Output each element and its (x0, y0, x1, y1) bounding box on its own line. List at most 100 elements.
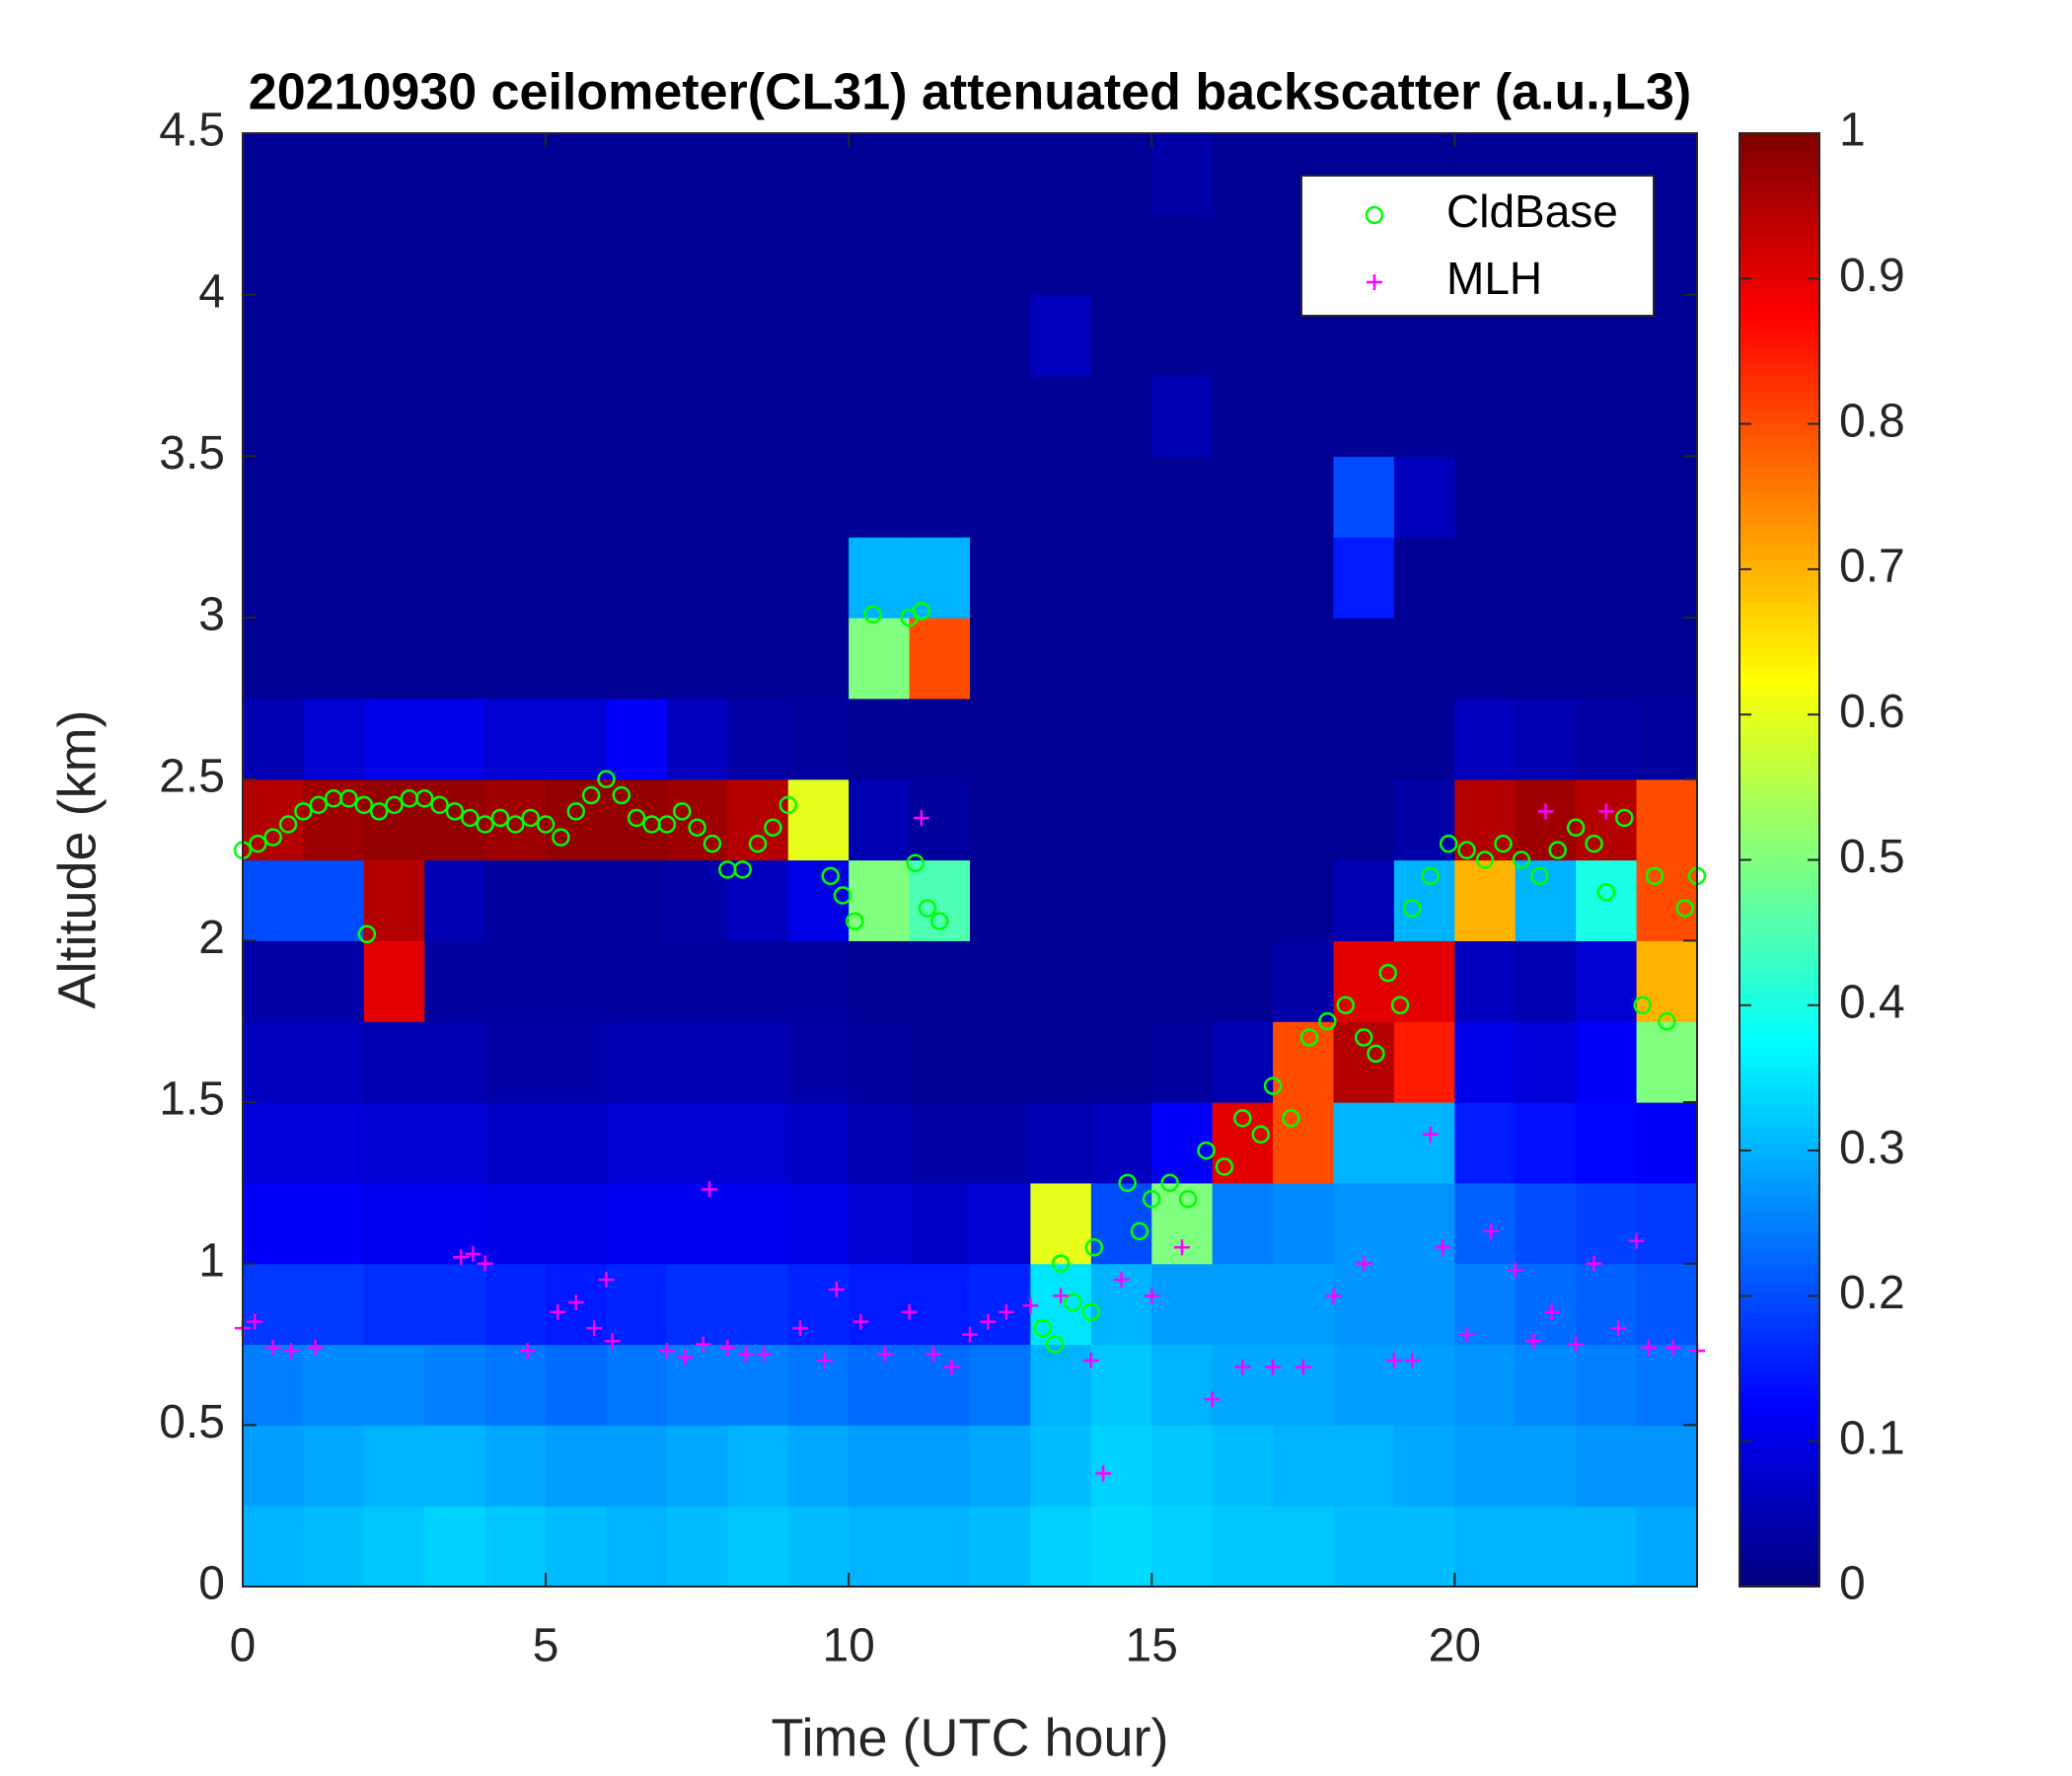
heat-cell (424, 1425, 486, 1507)
heat-cell (363, 456, 425, 538)
colorbar-segment (1739, 280, 1819, 287)
colorbar-tick-label: 0.8 (1839, 395, 1905, 447)
heat-cell (849, 940, 911, 1022)
heat-cell (787, 859, 850, 941)
colorbar-segment (1739, 479, 1819, 486)
colorbar-segment (1739, 1461, 1819, 1468)
heat-cell (666, 1425, 728, 1507)
heat-cell (727, 778, 789, 861)
mlh-marker (1458, 1326, 1475, 1343)
cloud-base-marker (369, 802, 389, 821)
colorbar-segment (1739, 593, 1819, 600)
heat-cell (484, 133, 547, 215)
heat-cell (787, 1182, 850, 1265)
heat-cell (424, 859, 486, 941)
cloud-base-marker (863, 605, 882, 624)
colorbar-segment (1739, 911, 1819, 918)
heat-cell (849, 1102, 911, 1184)
colorbar-segment (1739, 360, 1819, 367)
heat-cell (484, 1182, 547, 1265)
heat-cell (970, 1102, 1032, 1184)
colorbar-segment (1739, 1109, 1819, 1117)
heat-cell (787, 1021, 850, 1103)
heat-cell (1212, 1506, 1274, 1588)
heat-cell (1515, 1344, 1577, 1426)
heat-cell (727, 1506, 789, 1588)
colorbar-segment (1739, 1228, 1819, 1235)
x-tick-label: 5 (533, 1620, 559, 1672)
mlh-marker (1053, 1288, 1070, 1304)
heat-cell (666, 698, 728, 780)
heat-cell (243, 859, 305, 941)
heat-cell (1273, 618, 1335, 700)
cloud-base-marker (778, 795, 797, 815)
colorbar-segment (1739, 746, 1819, 753)
cloud-base-marker (833, 886, 852, 905)
heat-cell (787, 213, 850, 296)
heat-cell (666, 1506, 728, 1588)
colorbar-segment (1739, 666, 1819, 674)
cloud-base-marker (1051, 1254, 1071, 1273)
cloud-base-marker (764, 818, 782, 838)
cloud-base-marker (1118, 1173, 1137, 1193)
heat-cell (484, 537, 547, 619)
heat-cell (424, 1182, 486, 1265)
colorbar-segment (1739, 468, 1819, 475)
heat-cell (546, 618, 608, 700)
colorbar-segment (1739, 377, 1819, 384)
colorbar-segment (1739, 1575, 1819, 1582)
colorbar-segment (1739, 802, 1819, 810)
colorbar-segment (1739, 320, 1819, 328)
cloud-base-marker (1530, 866, 1549, 886)
heat-cell (1273, 1102, 1335, 1184)
cloud-base-marker (536, 815, 555, 834)
heat-cell (727, 456, 789, 538)
colorbar-segment (1739, 853, 1819, 861)
colorbar-segment (1739, 247, 1819, 254)
heat-cell (1393, 1263, 1455, 1346)
heat-cell (909, 375, 971, 457)
heat-cell (727, 133, 789, 215)
heat-cell (546, 1425, 608, 1507)
heat-cell (1515, 778, 1577, 861)
heat-cell (243, 1182, 305, 1265)
heat-cell (1454, 375, 1517, 457)
colorbar-segment (1739, 394, 1819, 402)
heat-cell (606, 618, 668, 700)
heat-cell (1273, 537, 1335, 619)
heat-cell (484, 213, 547, 296)
colorbar-segment (1739, 939, 1819, 946)
heat-cell (1030, 618, 1092, 700)
colorbar-segment (1739, 274, 1819, 282)
heat-cell (1636, 698, 1698, 780)
heat-cell (1636, 778, 1698, 861)
heat-cell (1212, 618, 1274, 700)
heat-cell (1333, 1506, 1395, 1588)
colorbar-segment (1739, 616, 1819, 623)
heat-cell (970, 456, 1032, 538)
heat-cell (1636, 618, 1698, 700)
heat-cell (970, 618, 1032, 700)
colorbar-segment (1739, 1376, 1819, 1383)
mlh-marker (247, 1313, 263, 1330)
colorbar-segment (1739, 1365, 1819, 1371)
x-tick-label: 10 (822, 1620, 874, 1672)
colorbar-segment (1739, 888, 1819, 895)
cloud-base-marker (1439, 834, 1458, 853)
colorbar-segment (1739, 1495, 1819, 1503)
cloud-base-marker (1596, 882, 1616, 902)
heat-cell (424, 456, 486, 538)
cloud-base-marker (1215, 1157, 1234, 1176)
colorbar-segment (1739, 1455, 1819, 1463)
plot-frame (242, 132, 1698, 1588)
heat-cell (1030, 213, 1092, 296)
colorbar-segment (1739, 837, 1819, 844)
cloud-base-marker (1633, 996, 1652, 1015)
heat-cell (1454, 537, 1517, 619)
heat-cell (787, 294, 850, 377)
colorbar-segment (1739, 1399, 1819, 1406)
colorbar-segment (1739, 899, 1819, 907)
colorbar-segment (1739, 859, 1819, 866)
colorbar-segment (1739, 779, 1819, 787)
